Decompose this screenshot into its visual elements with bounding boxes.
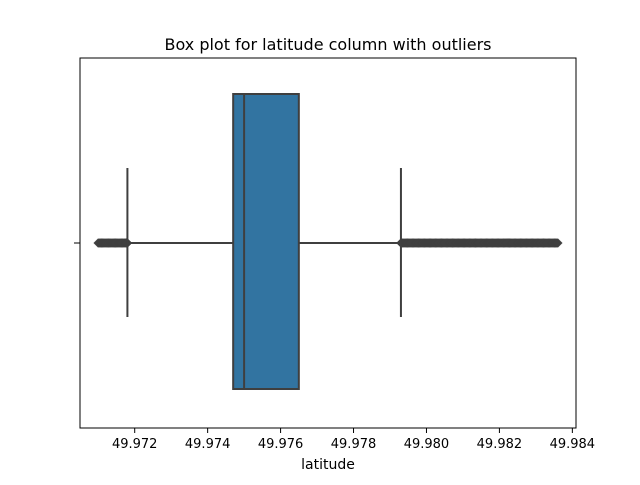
plot-area bbox=[93, 93, 563, 390]
x-tick-label: 49.982 bbox=[477, 437, 523, 452]
x-axis-label: latitude bbox=[301, 457, 355, 473]
iqr-box bbox=[232, 93, 300, 390]
x-tick-label: 49.972 bbox=[112, 437, 158, 452]
x-tick-label: 49.980 bbox=[404, 437, 450, 452]
x-tick-label: 49.974 bbox=[185, 437, 231, 452]
x-tick-label: 49.978 bbox=[331, 437, 377, 452]
x-axis: 49.972 49.974 49.976 49.978 49.980 49.982 49.9… bbox=[112, 428, 595, 452]
outlier-point-high bbox=[552, 238, 563, 248]
x-tick-label: 49.984 bbox=[550, 437, 596, 452]
chart-title: Box plot for latitude column with outlie… bbox=[165, 35, 492, 54]
x-tick-label: 49.976 bbox=[258, 437, 304, 452]
